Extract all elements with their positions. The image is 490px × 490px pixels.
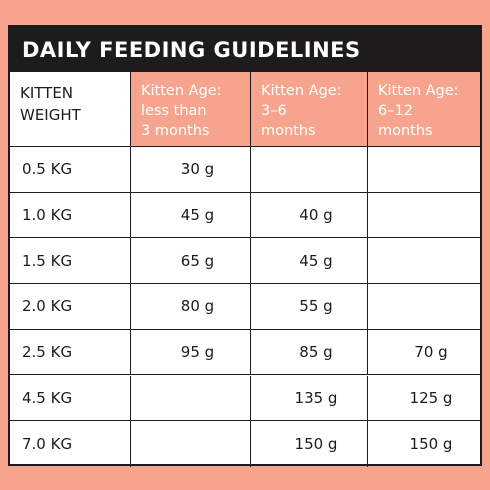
cell-text: 95 g [180, 343, 215, 362]
table-cell: 85 g [251, 329, 368, 376]
header-text: Kitten Age: [261, 83, 342, 99]
table-cell [368, 238, 480, 285]
table-cell [251, 147, 368, 193]
header-text: 3 months [141, 123, 210, 139]
cell-text: 135 g [294, 388, 338, 407]
cell-text: 80 g [180, 297, 215, 316]
header-text: Kitten Age: [141, 83, 222, 99]
cell-text: 40 g [299, 206, 333, 225]
cell-text: 2.0 KG [22, 297, 73, 316]
cell-text: 85 g [299, 343, 333, 362]
cell-text: 45 g [180, 206, 215, 225]
table-cell: 30 g [131, 147, 251, 193]
cell-text: 1.0 KG [22, 206, 73, 225]
table-cell: 2.0 KG [10, 284, 131, 330]
table-cell: 7.0 KG [10, 421, 131, 467]
header-cell: KITTEN WEIGHT [10, 72, 131, 147]
table-cell [131, 421, 251, 467]
cell-text: 7.0 KG [22, 435, 73, 454]
cell-text: 1.5 KG [22, 251, 73, 270]
header-text: WEIGHT [20, 106, 81, 124]
header-text: months [378, 123, 433, 139]
header-cell: Kitten Age: 6–12 months [368, 72, 480, 147]
cell-text: 2.5 KG [22, 343, 73, 362]
table-frame: DAILY FEEDING GUIDELINES KITTEN WEIGHT Kit… [8, 25, 482, 467]
table-cell [368, 147, 480, 193]
title: DAILY FEEDING GUIDELINES [10, 27, 480, 72]
table-cell: 70 g [368, 330, 480, 376]
header-cell: Kitten Age: less than 3 months [131, 72, 251, 147]
table-cell: 150 g [251, 421, 368, 467]
header-text: 6–12 [378, 103, 413, 119]
table-cell: 65 g [131, 238, 251, 285]
table-cell [131, 375, 251, 422]
header-text: KITTEN [20, 84, 74, 102]
table-cell: 150 g [368, 421, 480, 467]
table-cell: 135 g [251, 375, 368, 422]
table-cell: 2.5 KG [10, 329, 131, 376]
cell-text: 125 g [409, 388, 453, 407]
cell-text: 55 g [299, 297, 333, 316]
table-cell [368, 284, 480, 330]
table-cell: 4.5 KG [10, 375, 131, 422]
table-cell: 1.0 KG [10, 192, 131, 239]
header-text: less than [141, 103, 207, 119]
header-text: Kitten Age: [378, 83, 459, 99]
table-cell: 0.5 KG [10, 147, 131, 193]
table-cell: 80 g [131, 284, 251, 330]
cell-text: 45 g [299, 251, 333, 270]
cell-text: 150 g [294, 435, 338, 454]
header-cell: Kitten Age: 3–6 months [251, 72, 368, 147]
header-text: months [261, 123, 316, 139]
cell-text: 65 g [180, 251, 215, 270]
table-cell: 95 g [131, 329, 251, 376]
table-cell: 45 g [131, 192, 251, 239]
table-cell [368, 193, 480, 239]
cell-text: 30 g [180, 160, 215, 179]
cell-text: 150 g [409, 435, 453, 454]
table-cell: 45 g [251, 238, 368, 285]
cell-text: 4.5 KG [22, 388, 73, 407]
header-text: 3–6 [261, 103, 287, 119]
cell-text: 70 g [414, 343, 448, 362]
cell-text: 0.5 KG [22, 160, 73, 179]
table-cell: 1.5 KG [10, 238, 131, 285]
table-cell: 125 g [368, 376, 480, 422]
table-cell: 55 g [251, 284, 368, 330]
table-cell: 40 g [251, 192, 368, 239]
